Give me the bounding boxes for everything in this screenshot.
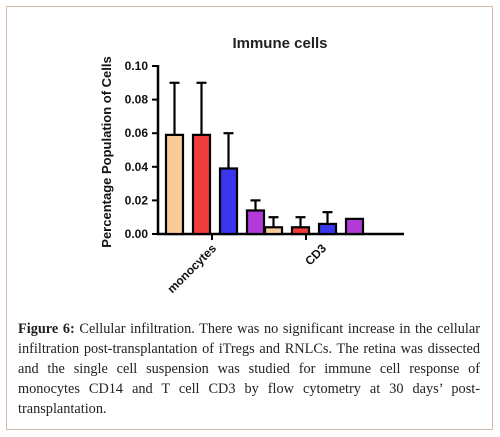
y-tick-label: 0.04 (125, 160, 149, 174)
figure-caption: Figure 6: Cellular infiltration. There w… (18, 319, 480, 419)
y-tick-label: 0.06 (125, 126, 149, 140)
caption-text: Cellular infiltration. There was no sign… (18, 321, 480, 417)
chart-title: Immune cells (232, 35, 327, 52)
x-category-label: monocytes (164, 241, 219, 296)
bar (245, 209, 266, 236)
y-tick-label: 0.00 (125, 227, 149, 241)
y-tick-label: 0.02 (125, 193, 149, 207)
figure-label: Figure 6: (18, 321, 75, 337)
bar (263, 226, 284, 236)
bar (191, 133, 212, 236)
bar (218, 167, 239, 236)
y-tick-label: 0.08 (125, 93, 149, 107)
bar (317, 222, 338, 236)
chart: Immune cells Percentage Population of Ce… (99, 35, 404, 296)
bar (164, 133, 185, 236)
y-tick-label: 0.10 (125, 59, 149, 73)
x-category-label: CD3 (302, 241, 329, 268)
y-axis-label: Percentage Population of Cells (99, 56, 114, 247)
bar (344, 217, 365, 236)
bar (290, 226, 311, 236)
